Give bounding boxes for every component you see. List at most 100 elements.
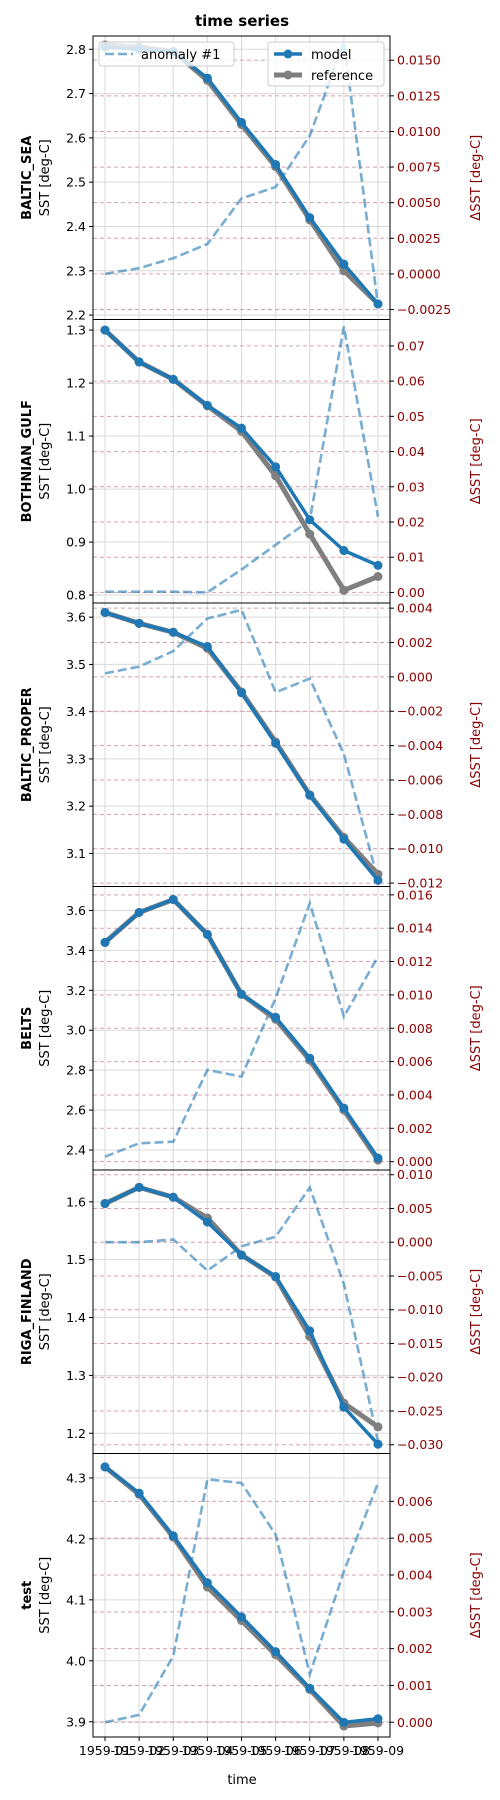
y-right-tick-label: −0.008 xyxy=(397,807,443,822)
legend-anomaly-label: anomaly #1 xyxy=(141,48,220,63)
y-tick-label: 2.4 xyxy=(66,219,86,234)
model-point xyxy=(168,1192,178,1202)
y-right-tick-label: 0.002 xyxy=(397,1641,433,1656)
y-right-tick-label: 0.006 xyxy=(397,1494,433,1509)
y-tick-label: 1.5 xyxy=(66,1252,86,1267)
y-tick-label: 1.4 xyxy=(66,1310,86,1325)
model-point xyxy=(202,929,212,939)
y-right-tick-label: 0.008 xyxy=(397,1021,433,1036)
model-point xyxy=(373,1714,383,1724)
y-tick-label: 3.2 xyxy=(66,799,86,814)
model-point xyxy=(373,560,383,570)
x-tick-label: 1959-03 xyxy=(147,1743,199,1758)
y-right-tick-label: 0.016 xyxy=(397,887,433,902)
model-point xyxy=(339,259,349,269)
reference-point xyxy=(339,585,349,595)
y-right-tick-label: −0.030 xyxy=(397,1437,443,1452)
y-right-tick-label: 0.000 xyxy=(397,1154,433,1169)
y-tick-label: 2.8 xyxy=(66,42,86,57)
y-right-tick-label: 0.004 xyxy=(397,601,433,616)
y-tick-label: 3.6 xyxy=(66,903,86,918)
y-right-tick-label: 0.010 xyxy=(397,987,433,1002)
model-point xyxy=(100,937,110,947)
y-tick-label: 2.6 xyxy=(66,130,86,145)
x-tick-label: 1959-05 xyxy=(215,1743,267,1758)
model-point xyxy=(339,1717,349,1727)
y-right-axis-label: ΔSST [deg-C] xyxy=(469,135,484,221)
region-label: BALTIC_PROPER xyxy=(20,687,35,802)
y-right-tick-label: 0.000 xyxy=(397,1715,433,1730)
y-right-tick-label: −0.010 xyxy=(397,1302,443,1317)
y-right-tick-label: −0.015 xyxy=(397,1336,443,1351)
model-point xyxy=(271,1012,281,1022)
legend-anomaly: anomaly #1 xyxy=(98,41,235,67)
x-tick-label: 1959-08 xyxy=(318,1743,370,1758)
model-point xyxy=(237,989,246,999)
panel-riga-finland: 1.2 1.3 1.4 1.5 1.6 −0.030 −0.025 −0.020 −0.015 −… xyxy=(20,1167,484,1454)
y-right-tick-label: 0.06 xyxy=(397,374,425,389)
y-tick-label: 2.8 xyxy=(66,1063,86,1078)
model-point xyxy=(339,834,349,844)
y-tick-label: 2.4 xyxy=(66,1143,86,1158)
model-point xyxy=(373,875,383,885)
model-point xyxy=(305,1683,315,1693)
y-right-tick-label: 0.004 xyxy=(397,1087,433,1102)
y-right-tick-label: 0.003 xyxy=(397,1604,433,1619)
region-label: RIGA_FINLAND xyxy=(20,1258,35,1365)
y-axis-label: SST [deg-C] xyxy=(38,990,53,1067)
y-right-tick-label: −0.0025 xyxy=(397,302,451,317)
y-tick-label: 3.2 xyxy=(66,983,86,998)
y-tick-label: 1.3 xyxy=(66,1368,86,1383)
model-point xyxy=(339,1402,349,1412)
y-right-tick-label: 0.07 xyxy=(397,338,425,353)
x-axis-label: time xyxy=(227,1773,256,1788)
region-label: test xyxy=(20,1581,35,1610)
y-tick-label: 0.9 xyxy=(66,535,86,550)
y-right-tick-label: −0.004 xyxy=(397,738,443,753)
model-point xyxy=(134,357,144,367)
y-right-tick-label: 0.005 xyxy=(397,1531,433,1546)
model-point xyxy=(202,1217,212,1227)
model-point xyxy=(202,641,212,651)
reference-point xyxy=(373,572,383,582)
model-point xyxy=(305,790,315,800)
y-tick-label: 3.4 xyxy=(66,943,86,958)
legend-reference-marker xyxy=(283,70,293,80)
x-tick-label: 1959-02 xyxy=(113,1743,165,1758)
y-tick-label: 1.1 xyxy=(66,429,86,444)
y-tick-label: 4.3 xyxy=(66,1470,86,1485)
panel-baltic-proper: 3.1 3.2 3.3 3.4 3.5 3.6 −0.012 −0.010 −0.008 −0.0… xyxy=(20,601,484,891)
y-right-tick-label: 0.001 xyxy=(397,1678,433,1693)
y-right-tick-label: 0.002 xyxy=(397,635,433,650)
y-tick-label: 1.2 xyxy=(66,376,86,391)
y-right-tick-label: 0.0000 xyxy=(397,266,441,281)
model-point xyxy=(100,607,110,617)
y-axis-label: SST [deg-C] xyxy=(38,706,53,783)
legend-reference-label: reference xyxy=(311,69,373,84)
model-point xyxy=(202,1578,212,1588)
model-point xyxy=(134,907,144,917)
panel-bothnian-gulf: 0.8 0.9 1.0 1.1 1.2 1.3 0.00 0.01 0.02 0.03 0.04 0.… xyxy=(20,319,484,604)
anomaly-line xyxy=(104,899,380,1158)
model-point xyxy=(202,400,212,410)
y-right-tick-label: 0.0100 xyxy=(397,124,441,139)
y-right-tick-label: −0.002 xyxy=(397,704,443,719)
y-right-tick-label: 0.0050 xyxy=(397,195,441,210)
y-tick-label: 2.6 xyxy=(66,1103,86,1118)
model-point xyxy=(271,738,281,748)
y-tick-label: 1.0 xyxy=(66,482,86,497)
y-tick-label: 1.3 xyxy=(66,323,86,338)
model-point xyxy=(305,1326,315,1336)
y-right-tick-label: 0.02 xyxy=(397,515,425,530)
y-tick-label: 3.4 xyxy=(66,704,86,719)
legend-series: model reference xyxy=(267,41,385,87)
y-tick-label: 3.6 xyxy=(66,610,86,625)
legend-box xyxy=(98,41,235,67)
y-right-tick-label: 0.002 xyxy=(397,1121,433,1136)
model-point xyxy=(100,1462,110,1472)
reference-point xyxy=(271,471,281,481)
model-point xyxy=(237,423,246,433)
model-point xyxy=(271,1271,281,1281)
y-right-axis-label: ΔSST [deg-C] xyxy=(469,418,484,504)
model-point xyxy=(168,1531,178,1541)
